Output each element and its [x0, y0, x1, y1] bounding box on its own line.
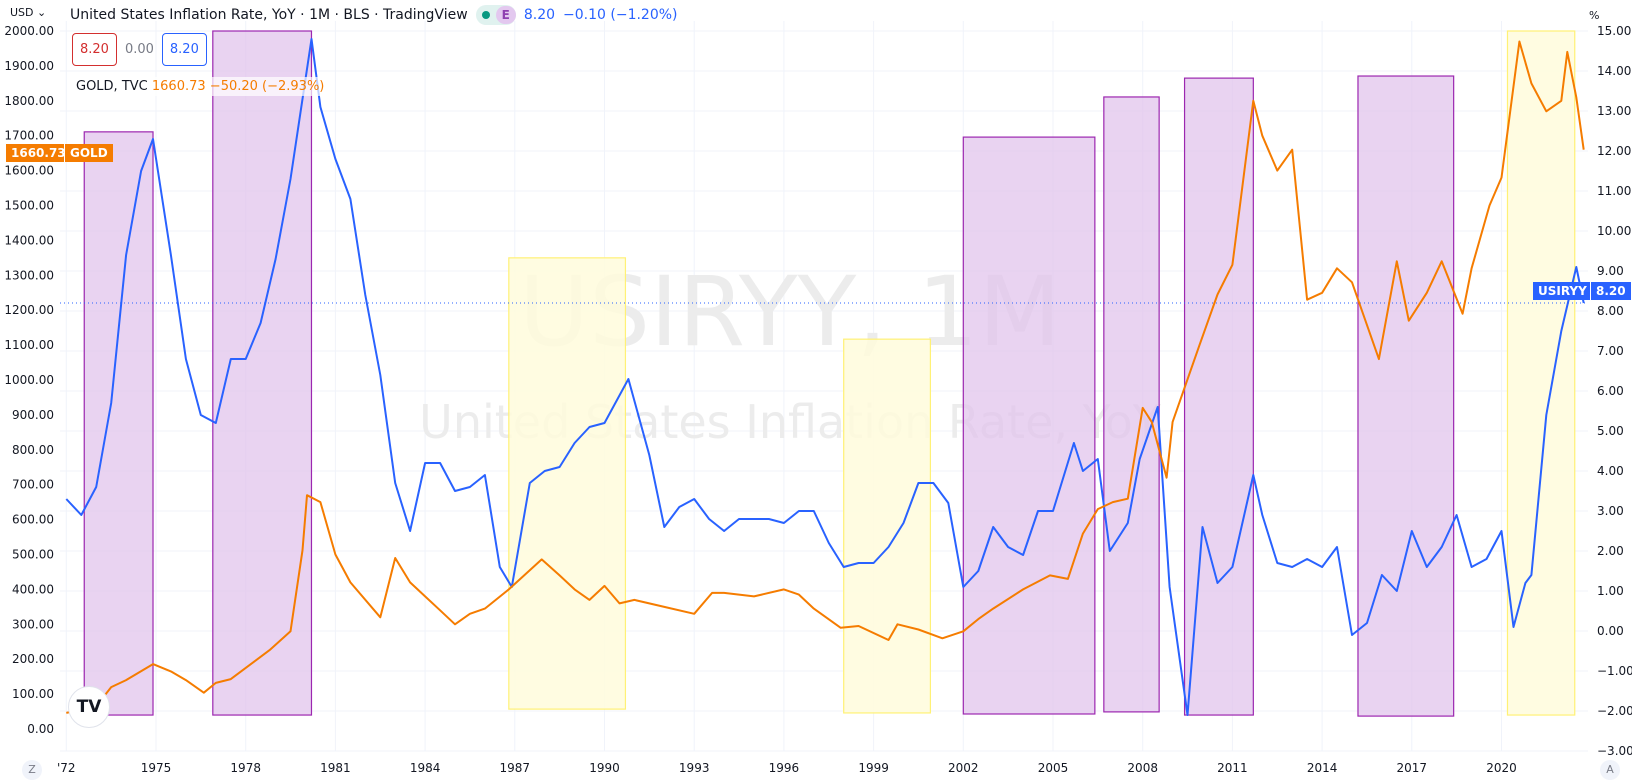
- right-axis-tick-label: 9.00: [1597, 264, 1624, 278]
- right-axis-tick-label: 14.00: [1597, 64, 1631, 78]
- right-axis-tick-label: −2.00: [1597, 704, 1632, 718]
- right-axis-tick-label: 15.00: [1597, 24, 1631, 38]
- time-axis-tick-label: 1990: [589, 761, 620, 775]
- series-line-usiryy[interactable]: [65, 38, 1585, 716]
- status-pill[interactable]: E: [475, 5, 516, 25]
- time-axis-tick-label: 1981: [320, 761, 351, 775]
- left-price-axis[interactable]: 0.00 100.00 200.00 300.00 400.00 500.00 600.00…: [4, 24, 54, 736]
- left-axis-tick-label: 300.00: [12, 617, 54, 631]
- ohlc-legend: 8.20 0.00 8.20: [72, 33, 207, 66]
- left-axis-tick-label: 600.00: [12, 513, 54, 527]
- time-axis[interactable]: '72 1975 1978 1981 1984 1987 1990 1993 1996 1999 2…: [57, 761, 1517, 775]
- right-axis-tick-label: 8.00: [1597, 304, 1624, 318]
- gold-legend[interactable]: GOLD, TVC 1660.73 −50.20 (−2.93%): [72, 77, 329, 96]
- left-axis-tick-label: 1600.00: [4, 164, 54, 178]
- left-axis-tick-label: 1000.00: [4, 373, 54, 387]
- time-axis-tick-label: '72: [57, 761, 76, 775]
- buy-value[interactable]: 8.20: [161, 33, 207, 66]
- earnings-badge: E: [495, 6, 516, 24]
- right-axis-tick-label: −1.00: [1597, 664, 1632, 678]
- highlight-box-purple[interactable]: [1103, 96, 1160, 713]
- highlight-box-purple[interactable]: [962, 136, 1096, 715]
- right-price-axis[interactable]: −3.00 −2.00 −1.00 0.00 1.00 2.00 3.00 4.00 5.00 6…: [1597, 24, 1632, 758]
- time-axis-tick-label: 1999: [858, 761, 889, 775]
- right-axis-tick-label: 11.00: [1597, 184, 1631, 198]
- spread-value: 0.00: [124, 42, 154, 57]
- right-axis-tick-label: 2.00: [1597, 544, 1624, 558]
- left-axis-tick-label: 1400.00: [4, 233, 54, 247]
- chevron-down-icon: ⌄: [37, 6, 47, 19]
- highlight-box-purple[interactable]: [83, 131, 154, 716]
- currency-selector[interactable]: USD ⌄: [10, 6, 46, 19]
- time-axis-tick-label: 2008: [1127, 761, 1158, 775]
- time-axis-tick-label: 1987: [500, 761, 531, 775]
- left-axis-tick-label: 900.00: [12, 408, 54, 422]
- right-axis-tick-label: 12.00: [1597, 144, 1631, 158]
- right-axis-tick-label: 5.00: [1597, 424, 1624, 438]
- left-axis-tick-label: 700.00: [12, 478, 54, 492]
- time-axis-tick-label: 2017: [1397, 761, 1428, 775]
- annotation-boxes[interactable]: [83, 30, 1576, 717]
- auto-scale-button[interactable]: A: [1600, 760, 1620, 780]
- highlight-box-yellow[interactable]: [1506, 30, 1576, 716]
- left-axis-tick-label: 1700.00: [4, 129, 54, 143]
- symbol-value: 8.20: [523, 7, 556, 23]
- left-axis-tick-label: 1300.00: [4, 268, 54, 282]
- right-axis-tick-label: 10.00: [1597, 224, 1631, 238]
- symbol-header: United States Inflation Rate, YoY · 1M ·…: [70, 5, 678, 25]
- gold-legend-name: GOLD, TVC: [76, 79, 148, 94]
- percent-unit-label: %: [1589, 9, 1600, 22]
- left-axis-tick-label: 1900.00: [4, 59, 54, 73]
- gold-symbol-tag: GOLD: [64, 144, 113, 162]
- right-axis-tick-label: 6.00: [1597, 384, 1624, 398]
- time-axis-tick-label: 1984: [410, 761, 441, 775]
- left-axis-tick-label: 200.00: [12, 652, 54, 666]
- left-axis-tick-label: 1200.00: [4, 303, 54, 317]
- left-axis-tick-label: 1800.00: [4, 94, 54, 108]
- tradingview-logo-icon[interactable]: TV: [68, 686, 110, 728]
- gold-legend-value: 1660.73: [151, 79, 206, 94]
- time-axis-tick-label: 2005: [1038, 761, 1069, 775]
- highlight-box-yellow[interactable]: [508, 257, 627, 710]
- symbol-title[interactable]: United States Inflation Rate, YoY · 1M ·…: [70, 7, 468, 23]
- series: [60, 38, 1588, 716]
- currency-label: USD: [10, 6, 34, 19]
- left-axis-tick-label: 2000.00: [4, 24, 54, 38]
- left-axis-tick-label: 100.00: [12, 687, 54, 701]
- highlight-box-purple[interactable]: [1357, 75, 1455, 717]
- highlight-box-yellow[interactable]: [843, 338, 932, 714]
- right-axis-tick-label: 1.00: [1597, 584, 1624, 598]
- zoom-button[interactable]: Z: [22, 760, 42, 780]
- left-axis-tick-label: 1500.00: [4, 199, 54, 213]
- usiryy-symbol-tag: USIRYY: [1533, 282, 1592, 300]
- sell-value[interactable]: 8.20: [72, 33, 117, 66]
- left-axis-tick-label: 0.00: [27, 722, 54, 736]
- symbol-change: −0.10 (−1.20%): [563, 7, 678, 23]
- right-axis-tick-label: 3.00: [1597, 504, 1624, 518]
- time-axis-tick-label: 1996: [769, 761, 800, 775]
- time-axis-tick-label: 1993: [679, 761, 710, 775]
- right-axis-tick-label: −3.00: [1597, 744, 1632, 758]
- time-axis-tick-label: 1975: [141, 761, 172, 775]
- time-axis-tick-label: 2014: [1307, 761, 1338, 775]
- series-line-gold[interactable]: [66, 40, 1585, 714]
- right-axis-tick-label: 0.00: [1597, 624, 1624, 638]
- left-axis-tick-label: 800.00: [12, 443, 54, 457]
- gold-legend-change: −50.20 (−2.93%): [209, 79, 325, 94]
- market-status-dot-icon: [481, 11, 490, 19]
- right-axis-tick-label: 13.00: [1597, 104, 1631, 118]
- left-axis-tick-label: 1100.00: [4, 338, 54, 352]
- right-axis-tick-label: 4.00: [1597, 464, 1624, 478]
- gold-price-tag: 1660.73: [6, 144, 71, 162]
- left-axis-tick-label: 500.00: [12, 548, 54, 562]
- left-axis-tick-label: 400.00: [12, 582, 54, 596]
- time-axis-tick-label: 1978: [230, 761, 261, 775]
- time-axis-tick-label: 2011: [1217, 761, 1248, 775]
- usiryy-price-tag: 8.20: [1590, 282, 1631, 300]
- right-axis-tick-label: 7.00: [1597, 344, 1624, 358]
- time-axis-tick-label: 2002: [948, 761, 979, 775]
- time-axis-tick-label: 2020: [1486, 761, 1517, 775]
